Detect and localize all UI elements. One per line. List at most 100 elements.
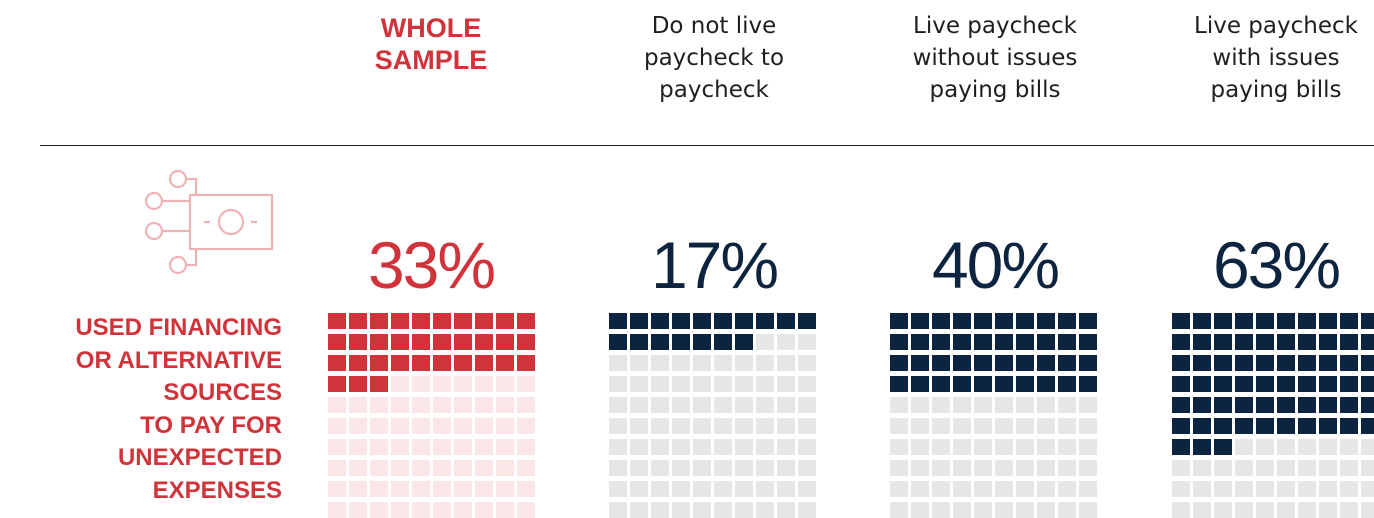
waffle-cell-filled xyxy=(974,313,992,329)
waffle-cell-empty xyxy=(475,460,493,476)
waffle-cell-empty xyxy=(1058,481,1076,497)
waffle-cell-empty xyxy=(932,397,950,413)
waffle-cell-filled xyxy=(1256,376,1274,392)
waffle-cell-empty xyxy=(1298,502,1316,518)
waffle-cell-empty xyxy=(328,460,346,476)
waffle-cell-empty xyxy=(328,418,346,434)
waffle-cell-empty xyxy=(756,418,774,434)
waffle-cell-empty xyxy=(349,502,367,518)
waffle-cell-filled xyxy=(890,355,908,371)
waffle-cell-empty xyxy=(433,397,451,413)
waffle-cell-empty xyxy=(391,502,409,518)
waffle-cell-empty xyxy=(1319,481,1337,497)
header-not-paycheck: Do not live paycheck to paycheck xyxy=(643,13,785,103)
waffle-cell-empty xyxy=(1298,481,1316,497)
waffle-cell-empty xyxy=(1214,481,1232,497)
waffle-cell-empty xyxy=(1037,502,1055,518)
waffle-cell-empty xyxy=(370,481,388,497)
waffle-cell-empty xyxy=(890,397,908,413)
waffle-cell-filled xyxy=(1256,418,1274,434)
waffle-cell-empty xyxy=(932,439,950,455)
waffle-cell-empty xyxy=(798,460,816,476)
waffle-cell-empty xyxy=(693,418,711,434)
waffle-cell-empty xyxy=(1193,481,1211,497)
waffle-cell-filled xyxy=(412,313,430,329)
waffle-cell-filled xyxy=(454,334,472,350)
waffle-cell-empty xyxy=(433,460,451,476)
waffle-cell-empty xyxy=(651,460,669,476)
waffle-cell-empty xyxy=(328,397,346,413)
waffle-cell-empty xyxy=(1193,460,1211,476)
waffle-cell-filled xyxy=(1214,313,1232,329)
waffle-cell-filled xyxy=(609,313,627,329)
waffle-cell-filled xyxy=(1298,397,1316,413)
waffle-cell-filled xyxy=(496,313,514,329)
waffle-cell-empty xyxy=(777,481,795,497)
waffle-cell-empty xyxy=(911,418,929,434)
waffle-cell-empty xyxy=(756,460,774,476)
waffle-cell-empty xyxy=(391,439,409,455)
waffle-cell-empty xyxy=(693,439,711,455)
waffle-cell-empty xyxy=(1340,502,1358,518)
waffle-cell-empty xyxy=(1235,460,1253,476)
waffle-cell-empty xyxy=(714,481,732,497)
waffle-cell-empty xyxy=(911,460,929,476)
waffle-cell-filled xyxy=(1079,376,1097,392)
waffle-cell-empty xyxy=(1079,418,1097,434)
waffle-cell-filled xyxy=(1058,334,1076,350)
waffle-cell-empty xyxy=(1016,418,1034,434)
header-paycheck-issues: Live paycheck with issues paying bills xyxy=(1194,13,1358,103)
waffle-cell-empty xyxy=(1058,460,1076,476)
waffle-cell-filled xyxy=(496,355,514,371)
waffle-cell-empty xyxy=(798,397,816,413)
waffle-cell-empty xyxy=(1037,397,1055,413)
waffle-cell-empty xyxy=(890,439,908,455)
waffle-cell-filled xyxy=(1298,376,1316,392)
waffle-cell-empty xyxy=(630,439,648,455)
waffle-cell-empty xyxy=(349,460,367,476)
waffle-cell-filled xyxy=(370,355,388,371)
waffle-cell-empty xyxy=(672,418,690,434)
waffle-cell-empty xyxy=(1037,481,1055,497)
waffle-cell-filled xyxy=(1037,313,1055,329)
waffle-cell-filled xyxy=(1214,397,1232,413)
pct-label: 17% xyxy=(650,228,779,302)
waffle-cell-empty xyxy=(433,481,451,497)
waffle-cell-empty xyxy=(756,376,774,392)
waffle-cell-empty xyxy=(454,418,472,434)
waffle-cell-empty xyxy=(714,397,732,413)
waffle-cell-empty xyxy=(995,481,1013,497)
waffle-cell-filled xyxy=(735,313,753,329)
waffle-cell-filled xyxy=(756,313,774,329)
waffle-cell-filled xyxy=(1016,313,1034,329)
waffle-cell-empty xyxy=(391,460,409,476)
waffle-cell-filled xyxy=(328,355,346,371)
waffle-cell-filled xyxy=(1235,313,1253,329)
waffle-cell-filled xyxy=(1037,355,1055,371)
waffle-cell-empty xyxy=(953,502,971,518)
waffle-cell-filled xyxy=(1298,313,1316,329)
waffle-cell-empty xyxy=(1214,502,1232,518)
waffle-cell-empty xyxy=(475,502,493,518)
waffle-cell-filled xyxy=(1298,334,1316,350)
waffle-cell-empty xyxy=(1016,481,1034,497)
waffle-cell-filled xyxy=(609,334,627,350)
waffle-cell-filled xyxy=(1361,355,1374,371)
waffle-cell-empty xyxy=(953,439,971,455)
waffle-cell-filled xyxy=(974,355,992,371)
waffle-cell-filled xyxy=(777,313,795,329)
waffle-cell-empty xyxy=(995,439,1013,455)
waffle-cell-filled xyxy=(1058,376,1076,392)
waffle-cell-empty xyxy=(777,355,795,371)
waffle-cell-empty xyxy=(1277,439,1295,455)
waffle-cell-empty xyxy=(475,481,493,497)
waffle-cell-empty xyxy=(953,397,971,413)
waffle-cell-filled xyxy=(1361,376,1374,392)
waffle-cell-empty xyxy=(1256,439,1274,455)
waffle-cell-filled xyxy=(1214,355,1232,371)
waffle-cell-filled xyxy=(496,334,514,350)
waffle-cell-empty xyxy=(1256,502,1274,518)
waffle-cell-filled xyxy=(1319,418,1337,434)
waffle-cell-filled xyxy=(651,334,669,350)
waffle-cell-empty xyxy=(777,418,795,434)
